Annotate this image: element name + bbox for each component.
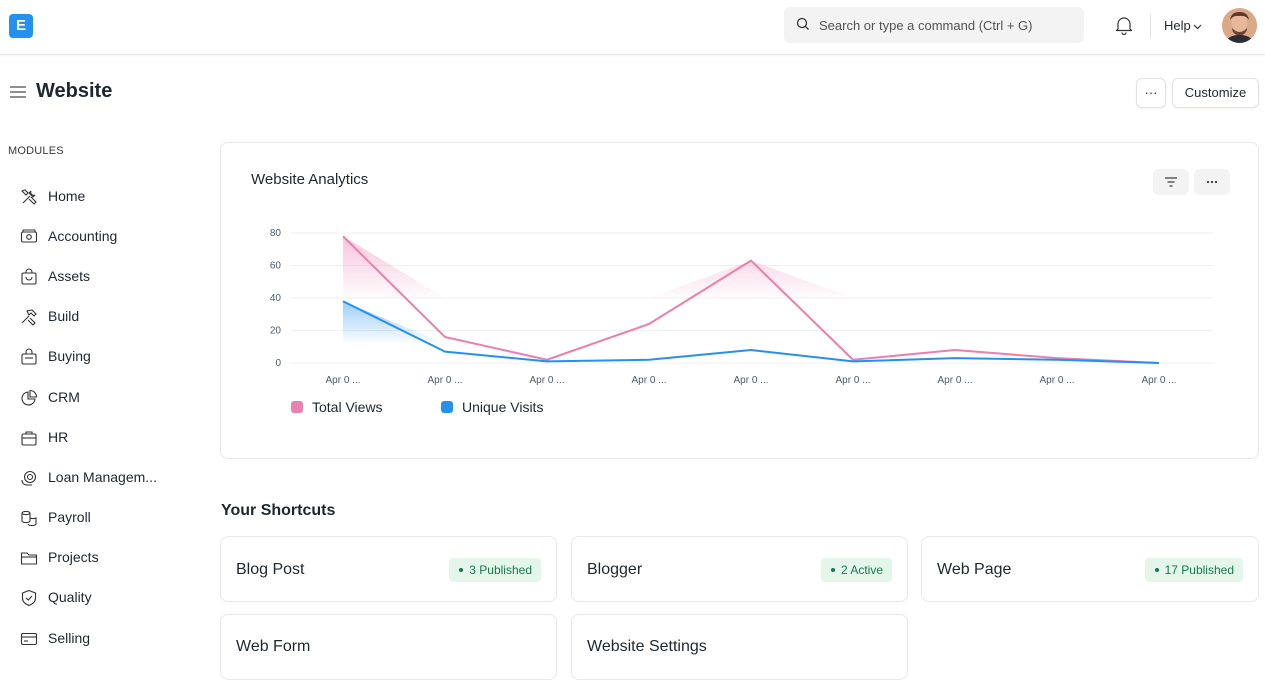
- sidebar-item-accounting[interactable]: Accounting: [20, 224, 200, 248]
- search-icon: [796, 17, 809, 30]
- x-tick-label: Apr 0 ...: [733, 375, 768, 386]
- sidebar-item-projects[interactable]: Projects: [20, 545, 200, 569]
- chart-pie-icon: [21, 389, 38, 406]
- sidebar-item-hr[interactable]: HR: [20, 425, 200, 449]
- bag-icon: [21, 268, 37, 285]
- y-tick-label: 60: [270, 261, 282, 272]
- shortcut-label: Web Form: [236, 638, 311, 655]
- hammer-icon: [21, 309, 37, 326]
- shield-icon: [21, 589, 37, 607]
- x-tick-label: Apr 0 ...: [1039, 375, 1074, 386]
- x-tick-label: Apr 0 ...: [835, 375, 870, 386]
- chart-filter-button[interactable]: [1153, 169, 1189, 195]
- shortcut-web-page[interactable]: Web Page 17 Published: [921, 536, 1259, 602]
- more-actions-button[interactable]: ···: [1136, 78, 1166, 108]
- y-tick-label: 20: [270, 326, 282, 337]
- shortcut-label: Website Settings: [587, 638, 707, 655]
- x-tick-label: Apr 0 ...: [631, 375, 666, 386]
- folder-icon: [20, 552, 38, 565]
- y-tick-label: 80: [270, 228, 282, 239]
- customize-button[interactable]: Customize: [1172, 78, 1259, 108]
- series-line-total-views: [342, 235, 1160, 364]
- x-tick-label: Apr 0 ...: [529, 375, 564, 386]
- help-label: Help: [1164, 18, 1191, 33]
- money-icon: [20, 229, 38, 243]
- sidebar-item-label: Selling: [48, 630, 91, 646]
- sidebar-item-home[interactable]: Home: [20, 184, 200, 208]
- briefcase-icon: [21, 431, 37, 446]
- sidebar-item-label: Payroll: [48, 509, 91, 525]
- sidebar-section-label: MODULES: [8, 145, 64, 157]
- bell-icon[interactable]: [1115, 15, 1133, 35]
- legend-item-unique-visits[interactable]: Unique Visits: [441, 399, 543, 415]
- sidebar-item-build[interactable]: Build: [20, 304, 200, 328]
- sidebar-item-loan-management[interactable]: Loan Managem...: [20, 465, 200, 489]
- series-area-total-views: [343, 236, 1159, 298]
- loan-icon: [21, 470, 37, 486]
- sidebar-item-assets[interactable]: Assets: [20, 264, 200, 288]
- shortcut-label: Web Page: [937, 561, 1012, 578]
- x-tick-label: Apr 0 ...: [325, 375, 360, 386]
- sidebar-item-quality[interactable]: Quality: [20, 585, 200, 609]
- y-tick-label: 0: [275, 358, 281, 369]
- sidebar-item-label: CRM: [48, 389, 80, 405]
- more-horizontal-icon: [1206, 180, 1218, 184]
- x-tick-label: Apr 0 ...: [1141, 375, 1176, 386]
- user-avatar[interactable]: [1222, 8, 1257, 43]
- sidebar-item-label: Quality: [48, 589, 92, 605]
- shortcut-label: Blog Post: [236, 561, 305, 578]
- shortcut-website-settings[interactable]: Website Settings: [571, 614, 908, 680]
- series-line-unique-visits: [342, 300, 1160, 364]
- x-tick-label: Apr 0 ...: [937, 375, 972, 386]
- filter-icon: [1165, 177, 1177, 187]
- sidebar-item-selling[interactable]: Selling: [20, 626, 200, 650]
- sidebar-item-label: Buying: [48, 348, 91, 364]
- search-bar[interactable]: Search or type a command (Ctrl + G): [784, 7, 1084, 43]
- coins-icon: [21, 510, 37, 527]
- sidebar-item-payroll[interactable]: Payroll: [20, 505, 200, 529]
- legend-label: Total Views: [312, 399, 383, 415]
- help-dropdown[interactable]: Help: [1164, 18, 1202, 33]
- search-placeholder: Search or type a command (Ctrl + G): [819, 18, 1033, 33]
- status-badge: 3 Published: [449, 558, 541, 582]
- shortcut-web-form[interactable]: Web Form: [220, 614, 557, 680]
- analytics-line-chart: 0 20 40 60 80 Apr 0 ... Apr 0 ... Apr 0 ... Apr…: [270, 228, 1213, 386]
- shortcut-blogger[interactable]: Blogger 2 Active: [571, 536, 908, 602]
- cart-icon: [21, 348, 37, 365]
- sidebar-toggle-icon[interactable]: [10, 85, 26, 99]
- analytics-card: Website Analytics 0 20 40 60 80 Apr 0 ... Apr…: [220, 142, 1259, 459]
- chart-title: Website Analytics: [251, 171, 369, 188]
- sidebar-item-label: Assets: [48, 268, 91, 284]
- x-tick-label: Apr 0 ...: [427, 375, 462, 386]
- chart-more-button[interactable]: [1194, 169, 1230, 195]
- tools-icon: [20, 189, 37, 205]
- sidebar-item-label: Projects: [48, 549, 99, 565]
- sidebar-item-label: Accounting: [48, 228, 118, 244]
- navbar: E Search or type a command (Ctrl + G) He…: [0, 0, 1265, 55]
- status-badge: 17 Published: [1144, 558, 1243, 582]
- sidebar-item-label: Loan Managem...: [48, 469, 157, 485]
- legend-swatch: [291, 401, 303, 413]
- legend-item-total-views[interactable]: Total Views: [291, 399, 383, 415]
- app-logo[interactable]: E: [9, 14, 33, 38]
- chevron-down-icon: [1193, 24, 1202, 29]
- sidebar-item-label: Build: [48, 308, 80, 324]
- status-badge: 2 Active: [820, 558, 892, 582]
- shortcuts-title: Your Shortcuts: [221, 502, 336, 519]
- y-tick-label: 40: [270, 293, 282, 304]
- navbar-divider: [1150, 14, 1151, 38]
- series-area-unique-visits: [343, 301, 1159, 344]
- legend-label: Unique Visits: [462, 399, 544, 415]
- avatar-image: [1222, 8, 1257, 43]
- page-title: Website: [36, 80, 113, 102]
- sidebar-item-crm[interactable]: CRM: [20, 385, 200, 409]
- legend-swatch: [441, 401, 453, 413]
- shortcut-label: Blogger: [587, 561, 643, 578]
- shortcut-blog-post[interactable]: Blog Post 3 Published: [220, 536, 557, 602]
- sidebar-item-label: Home: [48, 188, 86, 204]
- sidebar-item-buying[interactable]: Buying: [20, 344, 200, 368]
- sidebar-item-label: HR: [48, 429, 69, 445]
- card-icon: [20, 632, 38, 646]
